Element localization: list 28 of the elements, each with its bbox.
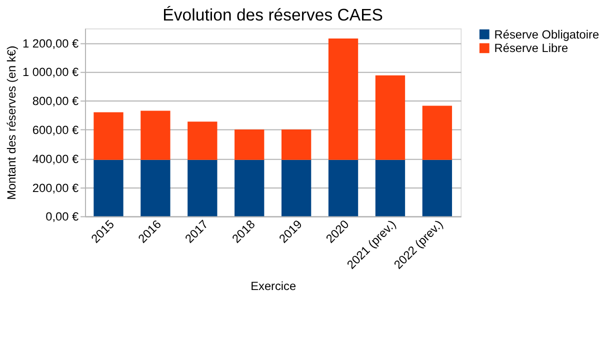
y-tick-label: 1 000,00 € bbox=[22, 65, 79, 80]
y-tick-label: 400,00 € bbox=[32, 152, 79, 166]
legend-label: Réserve Libre bbox=[494, 41, 569, 56]
x-axis-title: Exercice bbox=[250, 278, 296, 293]
bar bbox=[281, 160, 312, 216]
bar bbox=[281, 130, 312, 160]
y-tick-label: 1 200,00 € bbox=[22, 36, 79, 50]
legend-label: Réserve Obligatoire bbox=[494, 27, 600, 42]
bar bbox=[94, 112, 124, 160]
bar bbox=[234, 130, 264, 160]
chart-title: Évolution des réserves CAES bbox=[162, 5, 384, 24]
bar bbox=[188, 122, 218, 160]
y-axis-title: Montant des réserves (en k€) bbox=[4, 46, 19, 200]
bar bbox=[328, 160, 358, 216]
bar bbox=[422, 160, 452, 216]
bar bbox=[140, 110, 170, 160]
bar bbox=[375, 75, 406, 160]
bar bbox=[140, 160, 170, 216]
y-tick-label: 200,00 € bbox=[32, 180, 79, 195]
bar bbox=[375, 160, 406, 216]
y-tick-label: 0,00 € bbox=[46, 210, 79, 224]
bar bbox=[422, 106, 452, 160]
bar bbox=[328, 38, 358, 160]
bar bbox=[234, 160, 264, 216]
bar bbox=[94, 160, 124, 216]
bar bbox=[188, 160, 218, 216]
y-tick-label: 600,00 € bbox=[32, 122, 79, 137]
y-tick-label: 800,00 € bbox=[32, 94, 79, 108]
